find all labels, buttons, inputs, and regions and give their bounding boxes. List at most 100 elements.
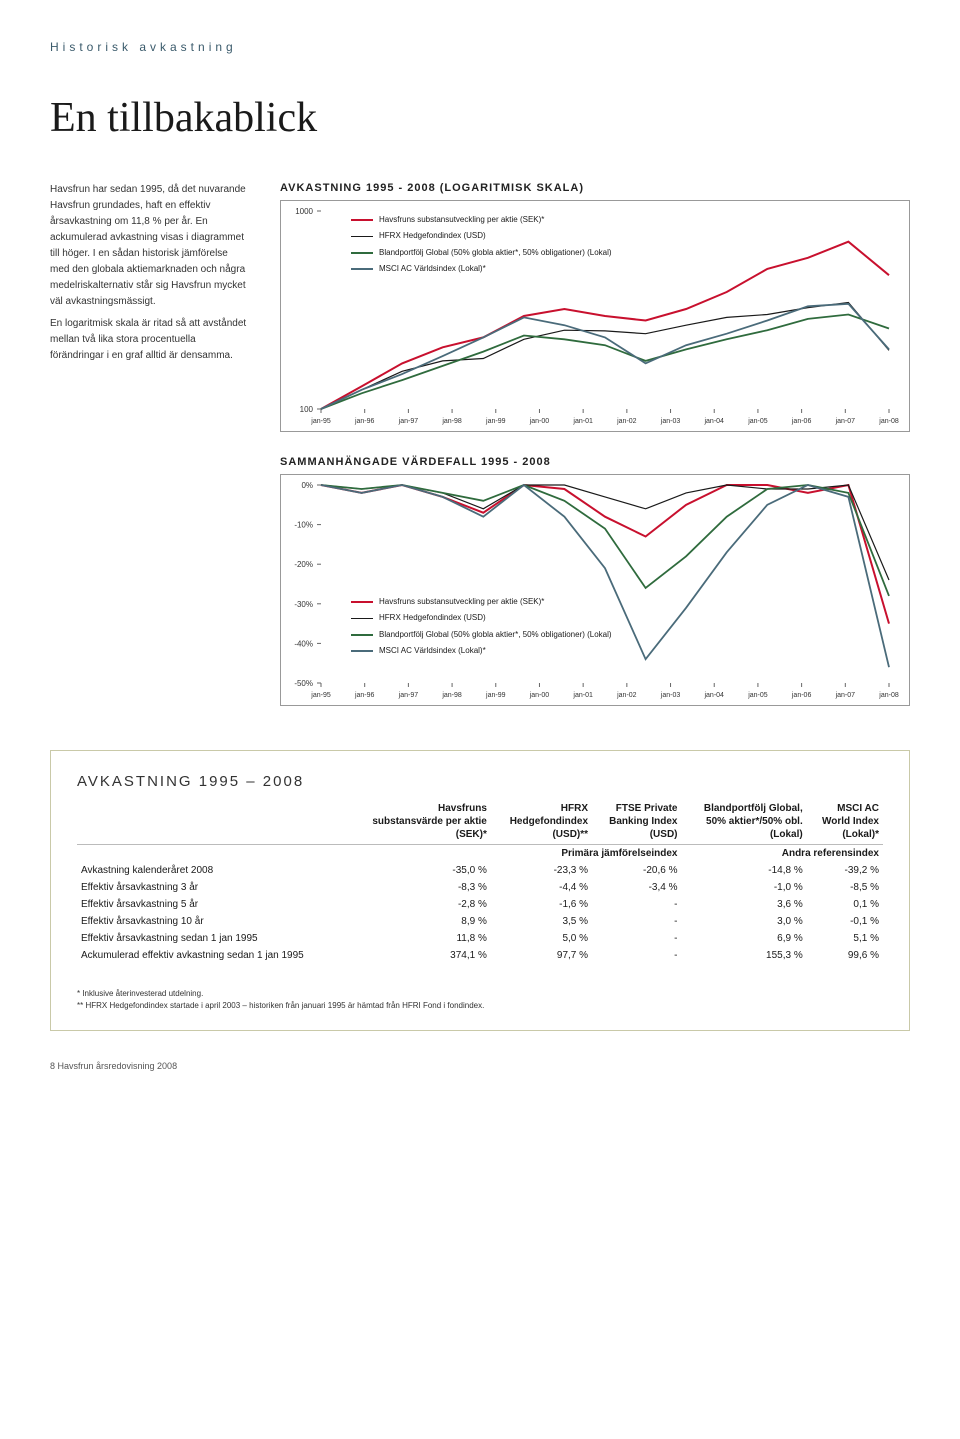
svg-text:jan-04: jan-04 (703, 418, 724, 425)
table-cell: 3,6 % (682, 896, 807, 913)
table-cell: Effektiv årsavkastning 10 år (77, 913, 347, 930)
page-title: En tillbakablick (50, 94, 910, 142)
col-head: HFRXHedgefondindex(USD)** (491, 796, 592, 845)
svg-text:jan-95: jan-95 (310, 692, 331, 699)
table-cell: - (592, 930, 681, 947)
legend-label: HFRX Hedgefondindex (USD) (379, 611, 486, 625)
table-cell: -0,1 % (807, 913, 883, 930)
side-p2: En logaritmisk skala är ritad så att avs… (50, 316, 250, 364)
svg-text:-20%: -20% (294, 560, 313, 569)
svg-text:jan-03: jan-03 (660, 418, 681, 425)
chart1-box: 1001000jan-95jan-96jan-97jan-98jan-99jan… (280, 200, 910, 432)
col-head: FTSE PrivateBanking Index(USD) (592, 796, 681, 845)
svg-text:jan-99: jan-99 (485, 692, 506, 699)
svg-text:jan-07: jan-07 (835, 418, 856, 425)
side-p1: Havsfrun har sedan 1995, då det nuvarand… (50, 182, 250, 310)
table-cell: -8,3 % (347, 879, 491, 896)
table-row: Effektiv årsavkastning 5 år-2,8 %-1,6 %-… (77, 896, 883, 913)
svg-text:jan-02: jan-02 (616, 418, 637, 425)
legend-label: HFRX Hedgefondindex (USD) (379, 229, 486, 243)
svg-text:-50%: -50% (294, 679, 313, 688)
table-cell: Effektiv årsavkastning 5 år (77, 896, 347, 913)
svg-text:jan-05: jan-05 (747, 418, 768, 425)
legend-item: MSCI AC Världsindex (Lokal)* (351, 644, 612, 658)
table-row: Effektiv årsavkastning sedan 1 jan 19951… (77, 930, 883, 947)
performance-table: Primära jämförelseindexAndra referensind… (77, 796, 883, 964)
page: Historisk avkastning En tillbakablick Ha… (0, 0, 960, 1101)
svg-text:-40%: -40% (294, 639, 313, 648)
footnote: ** HFRX Hedgefondindex startade i april … (77, 1000, 883, 1012)
svg-text:jan-08: jan-08 (878, 418, 899, 425)
svg-text:jan-98: jan-98 (441, 692, 462, 699)
table-cell: 8,9 % (347, 913, 491, 930)
table-cell: -1,6 % (491, 896, 592, 913)
table-cell: 5,1 % (807, 930, 883, 947)
svg-text:0%: 0% (301, 481, 313, 490)
table-row: Avkastning kalenderåret 2008-35,0 %-23,3… (77, 862, 883, 879)
table-cell: -20,6 % (592, 862, 681, 879)
chart2-box: 0% -10% -20% -30% -40% -50% jan-95 jan-96 jan-97… (280, 474, 910, 706)
svg-text:jan-08: jan-08 (878, 692, 899, 699)
table-cell: -14,8 % (682, 862, 807, 879)
table-row: Effektiv årsavkastning 10 år8,9 %3,5 %-3… (77, 913, 883, 930)
section-label: Historisk avkastning (50, 40, 910, 54)
legend-item: Havsfruns substansutveckling per aktie (… (351, 213, 612, 227)
svg-text:jan-98: jan-98 (441, 418, 462, 425)
legend-item: MSCI AC Världsindex (Lokal)* (351, 262, 612, 276)
legend-label: Blandportfölj Global (50% globla aktier*… (379, 628, 612, 642)
svg-text:jan-99: jan-99 (485, 418, 506, 425)
svg-text:jan-96: jan-96 (354, 418, 375, 425)
legend-label: MSCI AC Världsindex (Lokal)* (379, 262, 486, 276)
table-cell: -8,5 % (807, 879, 883, 896)
footnote: * Inklusive återinvesterad utdelning. (77, 988, 883, 1000)
table-cell: 5,0 % (491, 930, 592, 947)
svg-text:100: 100 (300, 405, 314, 414)
legend-item: Blandportfölj Global (50% globla aktier*… (351, 628, 612, 642)
svg-text:jan-03: jan-03 (660, 692, 681, 699)
legend-item: HFRX Hedgefondindex (USD) (351, 229, 612, 243)
table-cell: 374,1 % (347, 947, 491, 964)
svg-text:jan-95: jan-95 (310, 418, 331, 425)
table-cell: 3,0 % (682, 913, 807, 930)
table-cell: -35,0 % (347, 862, 491, 879)
table-cell: Ackumulerad effektiv avkastning sedan 1 … (77, 947, 347, 964)
svg-text:jan-97: jan-97 (398, 692, 419, 699)
legend-label: Havsfruns substansutveckling per aktie (… (379, 213, 544, 227)
legend-item: Blandportfölj Global (50% globla aktier*… (351, 246, 612, 260)
svg-text:jan-00: jan-00 (529, 692, 550, 699)
legend-item: Havsfruns substansutveckling per aktie (… (351, 595, 612, 609)
svg-text:jan-06: jan-06 (791, 418, 812, 425)
svg-text:-30%: -30% (294, 600, 313, 609)
svg-text:-10%: -10% (294, 521, 313, 530)
side-paragraphs: Havsfrun har sedan 1995, då det nuvarand… (50, 182, 250, 730)
table-cell: 11,8 % (347, 930, 491, 947)
legend-item: HFRX Hedgefondindex (USD) (351, 611, 612, 625)
table-cell: -4,4 % (491, 879, 592, 896)
svg-text:jan-07: jan-07 (835, 692, 856, 699)
table-title: AVKASTNING 1995 – 2008 (77, 773, 883, 790)
legend-label: Havsfruns substansutveckling per aktie (… (379, 595, 544, 609)
table-cell: -23,3 % (491, 862, 592, 879)
chart2-title: SAMMANHÄNGADE VÄRDEFALL 1995 - 2008 (280, 456, 910, 468)
table-row: Effektiv årsavkastning 3 år-8,3 %-4,4 %-… (77, 879, 883, 896)
svg-text:jan-00: jan-00 (529, 418, 550, 425)
table-cell: - (592, 896, 681, 913)
col-head: Blandportfölj Global,50% aktier*/50% obl… (682, 796, 807, 845)
table-cell: 155,3 % (682, 947, 807, 964)
chart1-title: AVKASTNING 1995 - 2008 (LOGARITMISK SKAL… (280, 182, 910, 194)
table-row: Ackumulerad effektiv avkastning sedan 1 … (77, 947, 883, 964)
table-cell: Effektiv årsavkastning sedan 1 jan 1995 (77, 930, 347, 947)
svg-text:jan-96: jan-96 (354, 692, 375, 699)
col-head: MSCI ACWorld Index(Lokal)* (807, 796, 883, 845)
table-cell: - (592, 913, 681, 930)
svg-text:jan-97: jan-97 (398, 418, 419, 425)
table-cell: 0,1 % (807, 896, 883, 913)
table-cell: 97,7 % (491, 947, 592, 964)
content-row: Havsfrun har sedan 1995, då det nuvarand… (50, 182, 910, 730)
col-head (77, 796, 347, 845)
col-head: Havsfrunssubstansvärde per aktie(SEK)* (347, 796, 491, 845)
svg-text:jan-01: jan-01 (572, 418, 593, 425)
table-cell: -2,8 % (347, 896, 491, 913)
table-cell: Avkastning kalenderåret 2008 (77, 862, 347, 879)
svg-text:jan-05: jan-05 (747, 692, 768, 699)
